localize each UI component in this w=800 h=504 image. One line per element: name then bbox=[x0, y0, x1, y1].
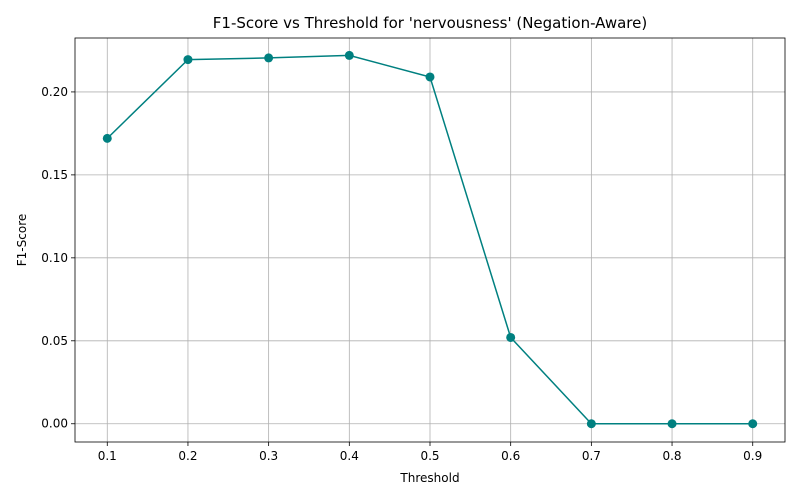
x-axis-label: Threshold bbox=[399, 471, 459, 485]
series-layer bbox=[102, 50, 758, 429]
data-point bbox=[748, 419, 758, 429]
x-tick-label: 0.8 bbox=[662, 449, 681, 463]
chart-title: F1-Score vs Threshold for 'nervousness' … bbox=[213, 14, 647, 32]
y-tick-label: 0.05 bbox=[41, 334, 68, 348]
data-point bbox=[264, 53, 274, 63]
data-point bbox=[667, 419, 677, 429]
x-tick-label: 0.4 bbox=[340, 449, 359, 463]
y-tick-label: 0.00 bbox=[41, 417, 68, 431]
x-tick-label: 0.6 bbox=[501, 449, 520, 463]
data-point bbox=[506, 332, 516, 342]
data-point bbox=[102, 133, 112, 143]
x-tick-label: 0.5 bbox=[420, 449, 439, 463]
x-tick-label: 0.3 bbox=[259, 449, 278, 463]
axes bbox=[71, 37, 786, 446]
grid-lines bbox=[75, 38, 785, 442]
y-tick-label: 0.10 bbox=[41, 251, 68, 265]
y-tick-label: 0.15 bbox=[41, 168, 68, 182]
x-tick-label: 0.7 bbox=[582, 449, 601, 463]
y-axis-label: F1-Score bbox=[15, 214, 29, 266]
y-tick-label: 0.20 bbox=[41, 85, 68, 99]
tick-labels: 0.1 0.2 0.3 0.4 0.5 0.6 0.7 0.8 0.9 0.00 0.05 0.10 0… bbox=[41, 85, 762, 463]
x-tick-label: 0.2 bbox=[178, 449, 197, 463]
data-point bbox=[183, 55, 193, 65]
data-point bbox=[586, 419, 596, 429]
data-point bbox=[425, 72, 435, 82]
x-tick-label: 0.9 bbox=[743, 449, 762, 463]
data-point bbox=[344, 50, 354, 60]
plot-frame bbox=[74, 37, 786, 443]
x-tick-label: 0.1 bbox=[98, 449, 117, 463]
